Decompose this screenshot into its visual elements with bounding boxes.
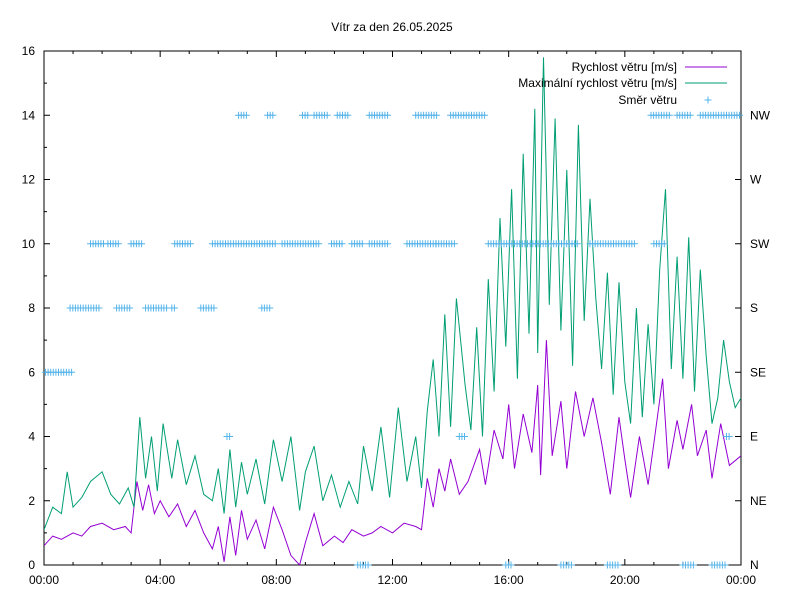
y-tick-label: 6 [28, 365, 35, 379]
series-line-0 [44, 340, 741, 565]
direction-point [689, 561, 697, 569]
y2-tick-label: NW [750, 108, 771, 122]
direction-point [210, 304, 218, 312]
direction-point [665, 111, 673, 119]
direction-point [271, 240, 279, 248]
direction-point [95, 304, 103, 312]
y-axis: 0 2 4 6 8 10 12 14 16 [22, 44, 50, 572]
legend: Rychlost větru [m/s] Maximální rychlost v… [518, 60, 727, 107]
direction-point [315, 240, 323, 248]
direction-point [226, 433, 234, 440]
legend-swatch-point [704, 96, 712, 104]
y-tick-label: 16 [22, 44, 36, 58]
direction-point [269, 111, 277, 119]
x-tick-label: 00:00 [726, 573, 756, 587]
y-tick-label: 2 [28, 494, 35, 508]
direction-point [304, 111, 312, 119]
y2-tick-label: NE [750, 494, 767, 508]
y2-tick-label: W [750, 173, 762, 187]
direction-point [433, 111, 441, 119]
x-tick-label: 08:00 [261, 573, 291, 587]
y2-tick-label: SW [750, 237, 770, 251]
y2-tick-label: N [750, 558, 759, 572]
y-tick-label: 14 [22, 108, 36, 122]
direction-point [721, 561, 729, 569]
direction-point [567, 561, 575, 569]
direction-point [358, 240, 366, 248]
direction-point [450, 240, 458, 248]
x-axis: 00:00 04:00 08:00 12:00 16:00 20:00 00:00 [29, 51, 756, 587]
y-tick-label: 10 [22, 237, 36, 251]
direction-point [344, 111, 352, 119]
direction-point [686, 111, 694, 119]
x-tick-label: 04:00 [145, 573, 175, 587]
series-points-direction [42, 111, 743, 569]
y2-tick-label: E [750, 430, 758, 444]
direction-point [660, 240, 668, 248]
direction-point [507, 561, 515, 569]
direction-point [364, 561, 372, 569]
x-tick-label: 20:00 [610, 573, 640, 587]
direction-point [68, 368, 76, 376]
direction-point [266, 304, 274, 312]
y-tick-label: 0 [28, 558, 35, 572]
direction-point [138, 240, 146, 248]
y-tick-label: 4 [28, 430, 35, 444]
x-tick-label: 16:00 [494, 573, 524, 587]
chart-title: Vítr za den 26.05.2025 [331, 20, 453, 34]
direction-point [614, 561, 622, 569]
x-tick-label: 12:00 [377, 573, 407, 587]
y2-tick-label: SE [750, 365, 766, 379]
legend-label: Maximální rychlost větru [m/s] [518, 76, 677, 90]
direction-point [170, 304, 178, 312]
direction-point [630, 240, 638, 248]
direction-point [725, 433, 733, 440]
direction-point [114, 240, 122, 248]
direction-point [736, 111, 743, 119]
direction-point [323, 111, 331, 119]
direction-point [126, 304, 134, 312]
direction-point [461, 433, 468, 440]
direction-point [338, 240, 346, 248]
y-tick-label: 12 [22, 173, 36, 187]
y2-tick-label: S [750, 301, 758, 315]
y-tick-label: 8 [28, 301, 35, 315]
direction-point [242, 111, 250, 119]
legend-label: Rychlost větru [m/s] [572, 60, 677, 74]
series-layer [42, 57, 743, 569]
direction-point [384, 240, 392, 248]
direction-point [186, 240, 194, 248]
legend-label: Směr větru [618, 93, 677, 107]
x-tick-label: 00:00 [29, 573, 59, 587]
series-line-1 [44, 57, 741, 530]
y2-axis-direction: N NE E SE S SW W NW [735, 108, 771, 572]
direction-point [481, 111, 489, 119]
direction-point [384, 111, 392, 119]
direction-point [573, 240, 581, 248]
